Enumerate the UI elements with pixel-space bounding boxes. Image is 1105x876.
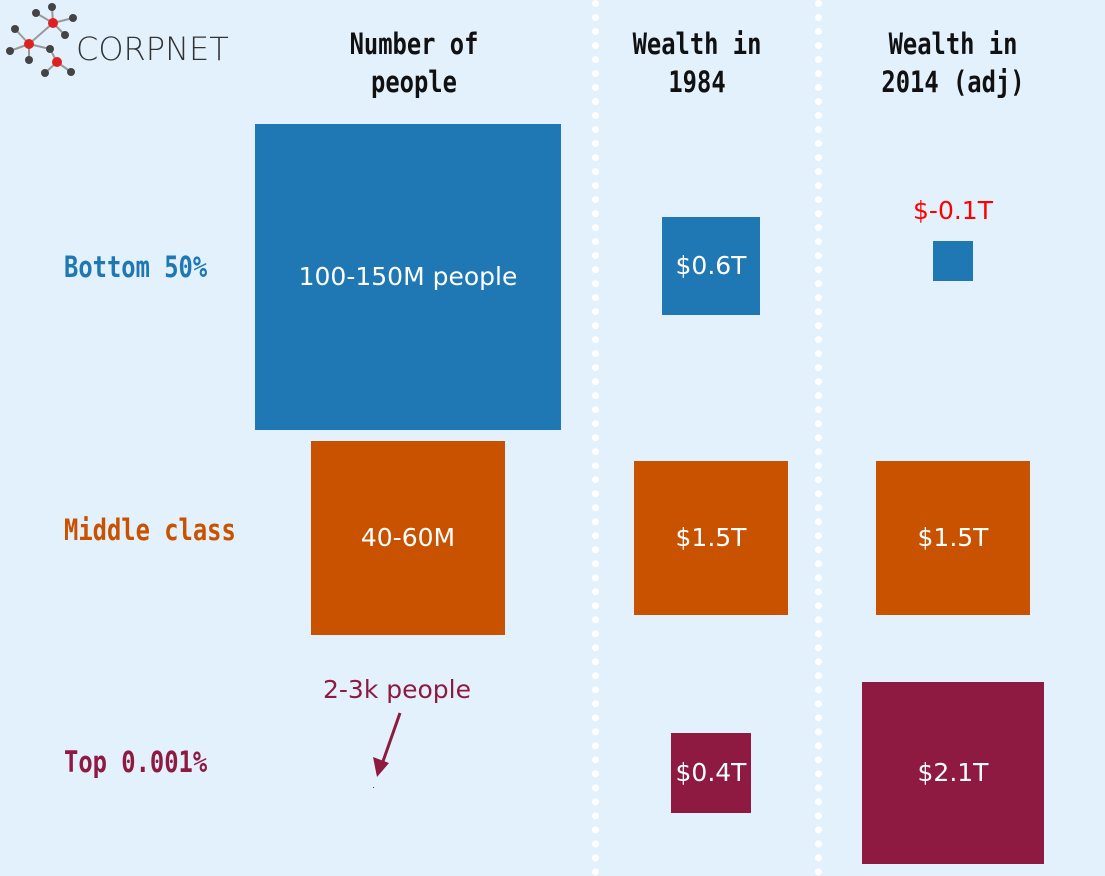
value-label-people-middle-class: 40-60M	[360, 523, 456, 553]
square-wealth-1984-top-0001: $0.4T	[671, 733, 751, 813]
square-people-middle-class: 40-60M	[311, 441, 505, 635]
row-label-bottom-50: Bottom 50%	[64, 250, 208, 284]
value-label-wealth-2014-bottom-50: $-0.1T	[913, 196, 993, 226]
square-wealth-2014-bottom-50	[933, 241, 973, 281]
row-label-top-0001: Top 0.001%	[64, 745, 208, 779]
column-divider	[592, 0, 599, 876]
header-wealth-2014: Wealth in 2014 (adj)	[881, 27, 1025, 99]
value-label-wealth-1984-top-0001: $0.4T	[675, 758, 747, 788]
header-wealth-1984: Wealth in 1984	[632, 27, 762, 99]
square-wealth-2014-middle-class: $1.5T	[875, 460, 1031, 616]
square-wealth-1984-bottom-50: $0.6T	[662, 217, 760, 315]
arrow-icon	[373, 712, 402, 788]
top-people-label: 2-3k people	[323, 675, 471, 704]
column-divider	[815, 0, 822, 876]
square-wealth-2014-top-0001: $2.1T	[861, 681, 1045, 865]
value-label-wealth-2014-top-0001: $2.1T	[917, 758, 989, 788]
square-people-bottom-50: 100-150M people	[255, 124, 561, 430]
value-label-wealth-2014-middle-class: $1.5T	[917, 523, 989, 553]
value-label-wealth-1984-middle-class: $1.5T	[675, 523, 747, 553]
logo-text: CORPNET	[76, 30, 229, 68]
value-label-people-bottom-50: 100-150M people	[298, 262, 518, 292]
value-label-wealth-1984-bottom-50: $0.6T	[675, 251, 747, 281]
network-logo-icon	[6, 3, 77, 77]
row-label-middle-class: Middle class	[64, 513, 236, 547]
header-number-of-people: Number of people	[349, 27, 479, 99]
square-wealth-1984-middle-class: $1.5T	[633, 460, 789, 616]
